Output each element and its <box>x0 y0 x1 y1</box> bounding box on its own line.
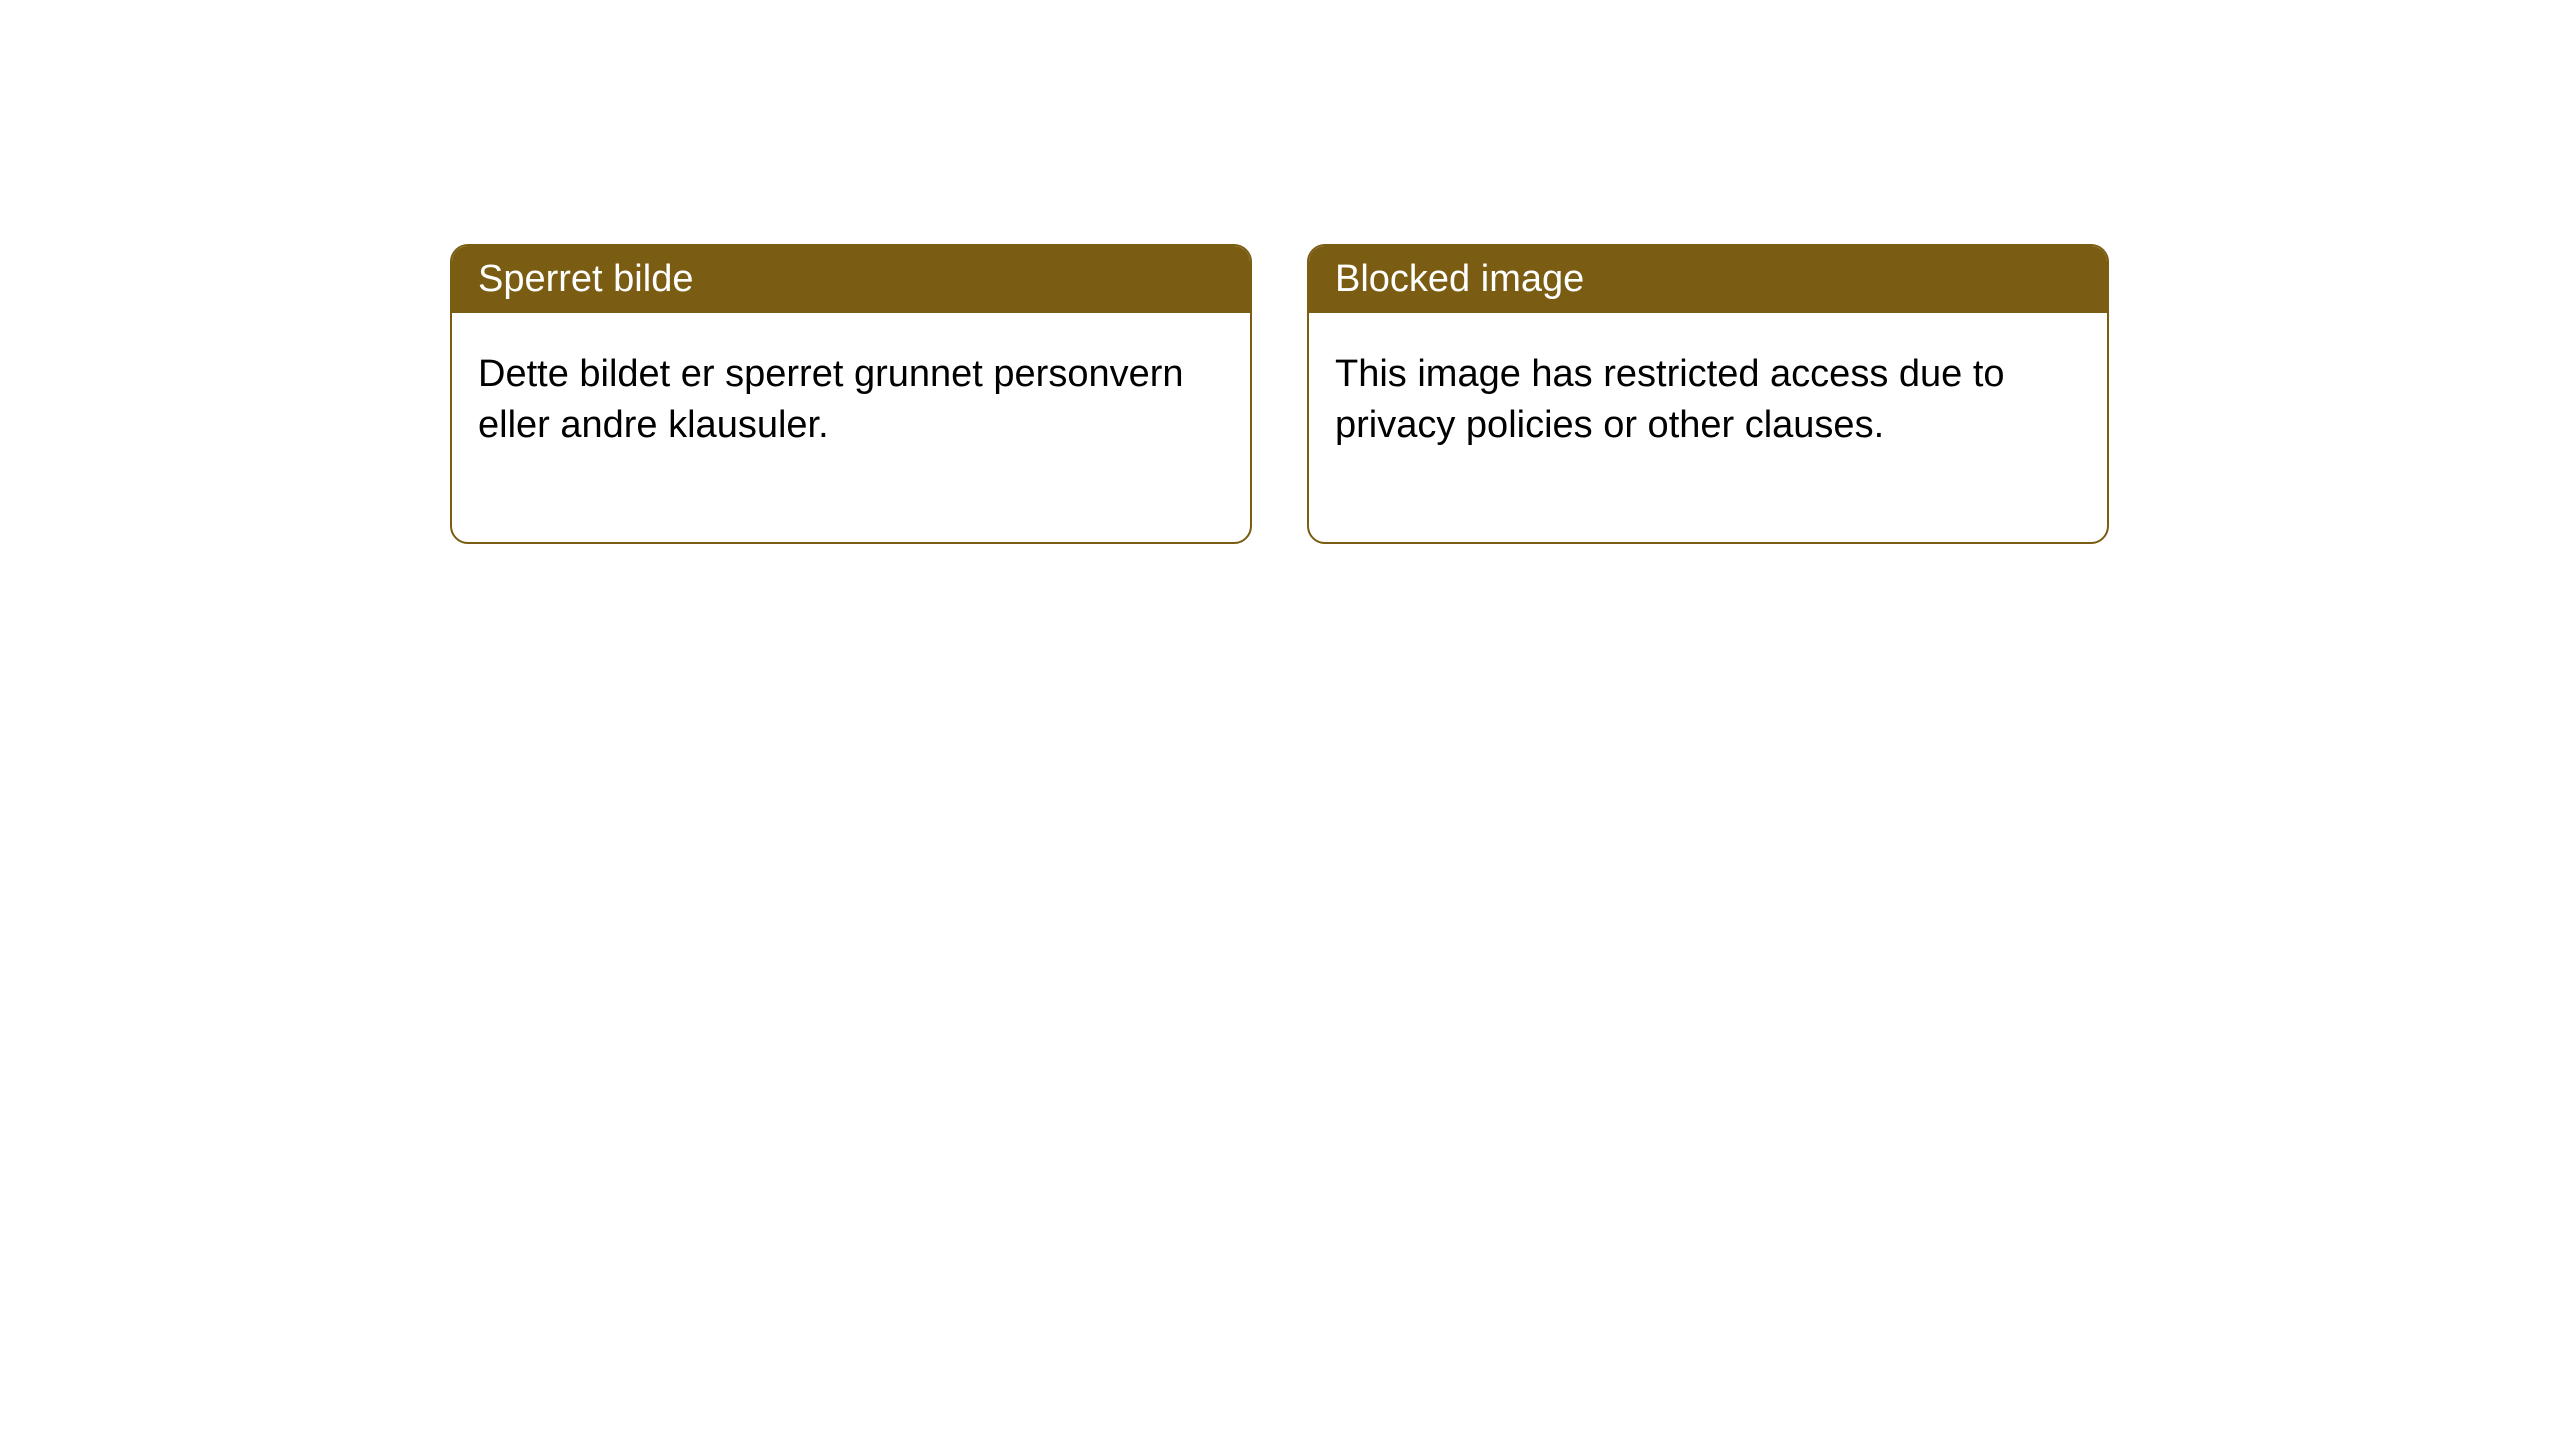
card-body-text: Dette bildet er sperret grunnet personve… <box>452 313 1250 542</box>
card-body-text: This image has restricted access due to … <box>1309 313 2107 542</box>
card-title: Sperret bilde <box>452 246 1250 313</box>
card-title: Blocked image <box>1309 246 2107 313</box>
notice-card-english: Blocked image This image has restricted … <box>1307 244 2109 544</box>
notice-card-norwegian: Sperret bilde Dette bildet er sperret gr… <box>450 244 1252 544</box>
notice-card-container: Sperret bilde Dette bildet er sperret gr… <box>450 244 2109 544</box>
